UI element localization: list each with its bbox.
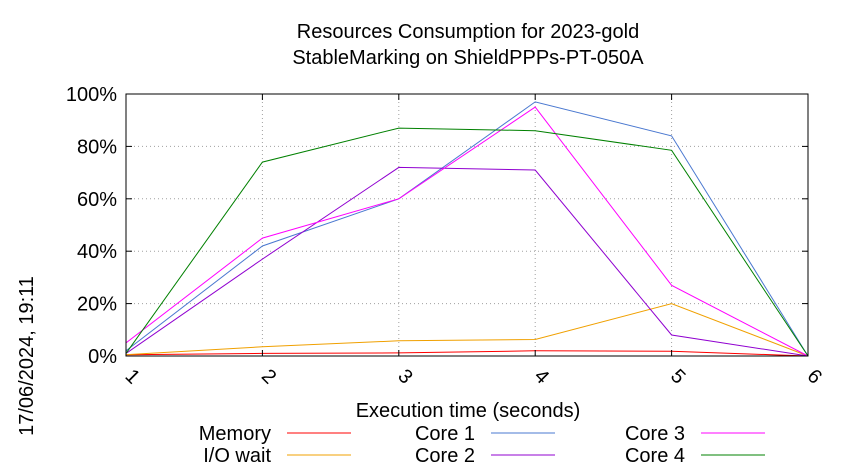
chart-title: Resources Consumption for 2023-gold Stab… [292, 21, 644, 69]
legend-label: Core 2 [415, 445, 475, 467]
legend-label: Memory [199, 423, 271, 445]
series-line-i-o-wait [125, 303, 809, 357]
x-tick-label: 4 [530, 365, 553, 388]
legend-label: I/O wait [203, 445, 271, 467]
series-line-memory [125, 350, 809, 357]
x-tick-label: 1 [121, 365, 144, 388]
x-axis-ticks: 1 2 3 4 5 6 [121, 94, 826, 388]
series-line-core-4 [125, 127, 809, 357]
legend-label: Core 3 [625, 423, 685, 445]
x-tick-label: 5 [666, 365, 689, 388]
x-tick-label: 2 [257, 365, 280, 388]
y-tick-label: 0% [88, 346, 117, 368]
x-axis-label: Execution time (seconds) [356, 400, 581, 422]
chart-title-line-1: Resources Consumption for 2023-gold [297, 21, 639, 43]
timestamp-label: 17/06/2024, 19:11 [16, 276, 38, 436]
y-tick-label: 20% [77, 294, 117, 316]
y-tick-label: 80% [77, 136, 117, 158]
plot-frame [125, 93, 809, 357]
legend-label: Core 1 [415, 423, 475, 445]
chart-series [125, 101, 809, 357]
y-tick-label: 100% [66, 84, 117, 106]
y-axis-ticks: 0% 20% 40% 60% 80% 100% [66, 84, 808, 368]
series-line-core-1 [125, 101, 809, 357]
y-tick-label: 60% [77, 189, 117, 211]
series-line-core-2 [125, 166, 809, 357]
x-tick-label: 6 [803, 365, 826, 388]
chart-title-line-2: StableMarking on ShieldPPPs-PT-050A [292, 47, 644, 69]
series-line-core-3 [125, 106, 809, 357]
x-tick-label: 3 [393, 365, 416, 388]
y-tick-label: 40% [77, 241, 117, 263]
legend-label: Core 4 [625, 445, 685, 467]
